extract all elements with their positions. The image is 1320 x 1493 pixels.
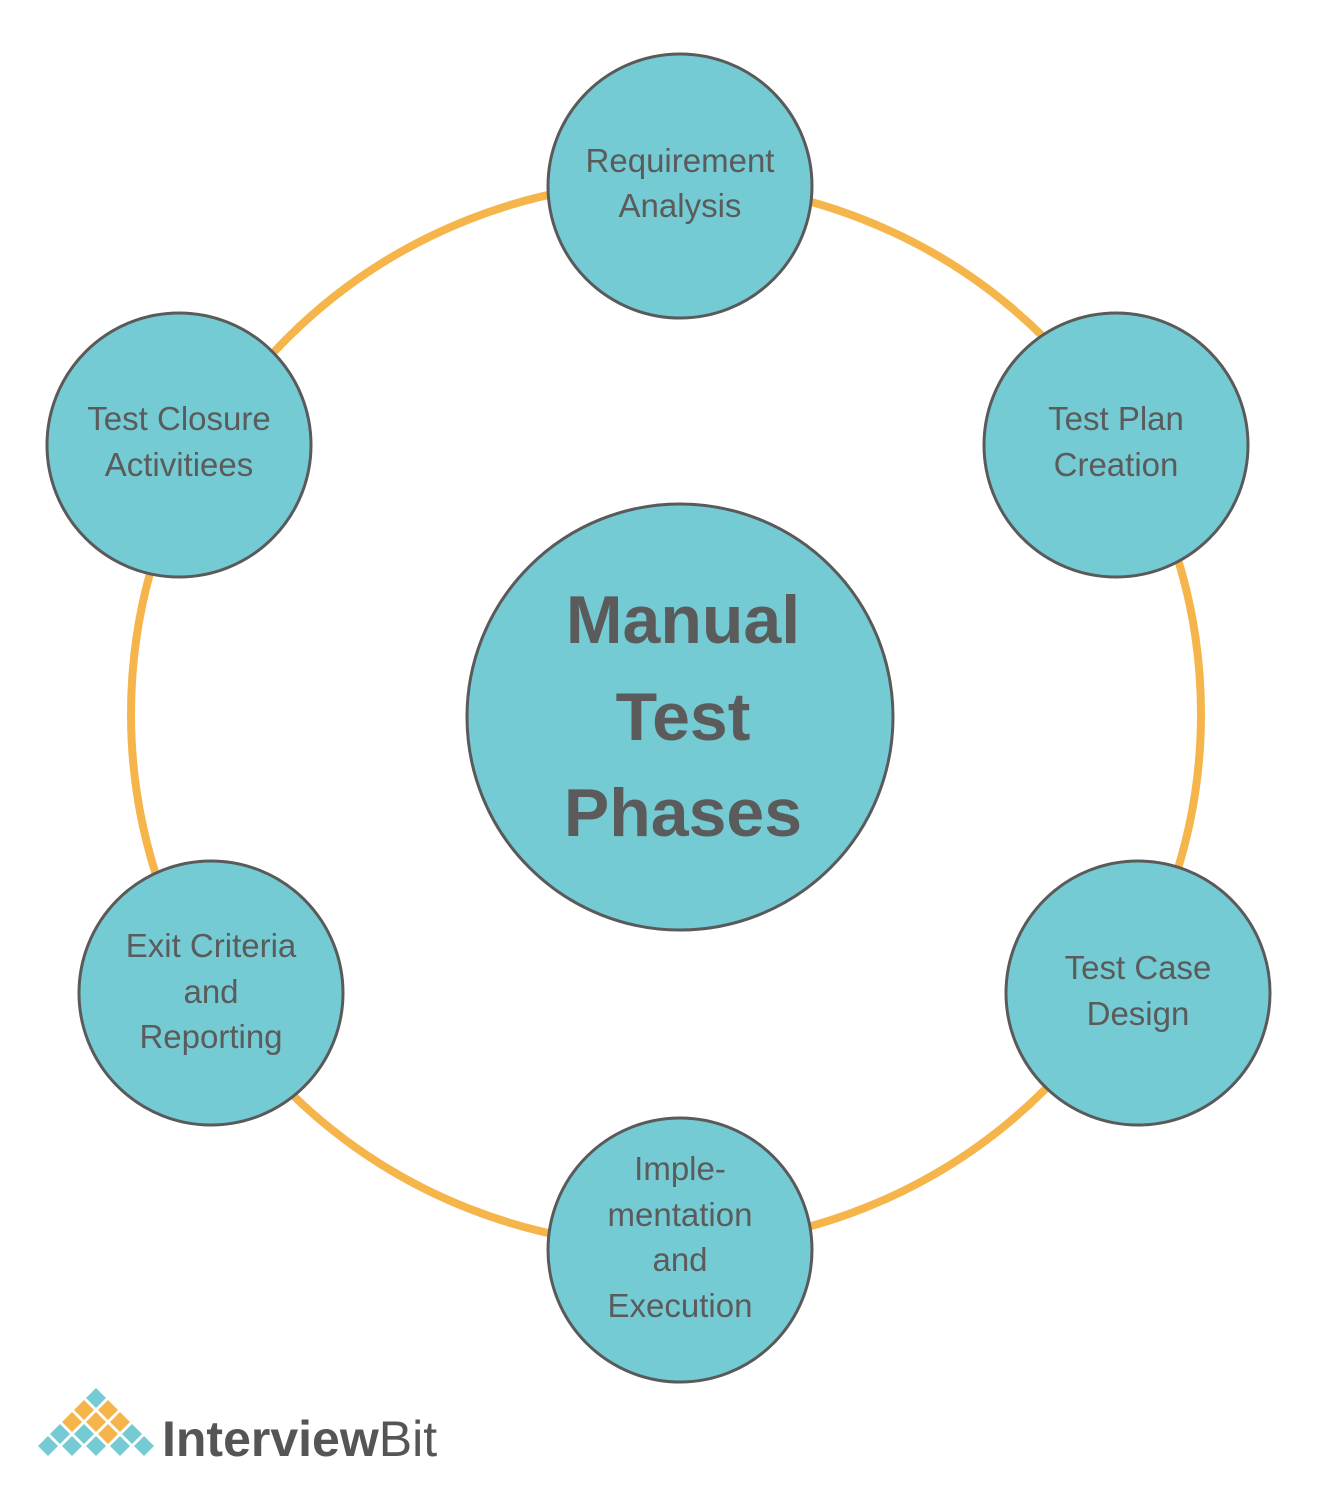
phase-test-case-design: Test Case Design <box>1004 859 1272 1127</box>
phase-label-line: Execution <box>608 1287 753 1324</box>
phase-label-line: Activitiees <box>105 446 254 483</box>
phase-label-line: Requirement <box>586 142 775 179</box>
phase-circle <box>546 1116 814 1384</box>
phase-label-line: Test Case <box>1065 949 1212 986</box>
phase-circle <box>45 311 313 579</box>
center-circle <box>465 502 895 932</box>
phase-label-line: Design <box>1087 995 1190 1032</box>
phase-circle <box>77 859 345 1127</box>
phase-test-closure-activities: Test Closure Activitiees <box>45 311 313 579</box>
center-line-2: Test <box>616 679 751 755</box>
phase-label-line: mentation <box>608 1196 753 1233</box>
center-line-3: Phases <box>564 775 802 851</box>
phase-label-line: Analysis <box>619 187 742 224</box>
phase-label-line: Imple- <box>634 1150 726 1187</box>
phase-label-line: Test Closure <box>87 400 270 437</box>
logo-diamond-mark <box>38 1388 154 1456</box>
phase-label-line: Exit Criteria <box>126 927 297 964</box>
logo-wordmark: InterviewBit <box>162 1411 437 1467</box>
phase-implementation-and-execution: Imple- mentation and Execution <box>546 1116 814 1384</box>
logo-wordmark-bold: Interview <box>162 1411 379 1467</box>
phase-test-plan-creation: Test Plan Creation <box>982 311 1250 579</box>
phase-circle <box>546 52 814 320</box>
interviewbit-logo: InterviewBit <box>38 1388 437 1467</box>
center-line-1: Manual <box>566 582 800 658</box>
phase-label-line: Creation <box>1054 446 1179 483</box>
logo-wordmark-regular: Bit <box>379 1411 437 1467</box>
phase-label-line: Test Plan <box>1048 400 1184 437</box>
phase-circle <box>1004 859 1272 1127</box>
phase-label-line: and <box>183 973 238 1010</box>
phase-label-line: and <box>652 1241 707 1278</box>
center-node: Manual Test Phases <box>465 502 895 932</box>
phase-label-line: Reporting <box>139 1018 282 1055</box>
phase-exit-criteria-and-reporting: Exit Criteria and Reporting <box>77 859 345 1127</box>
phase-circle <box>982 311 1250 579</box>
phase-requirement-analysis: Requirement Analysis <box>546 52 814 320</box>
